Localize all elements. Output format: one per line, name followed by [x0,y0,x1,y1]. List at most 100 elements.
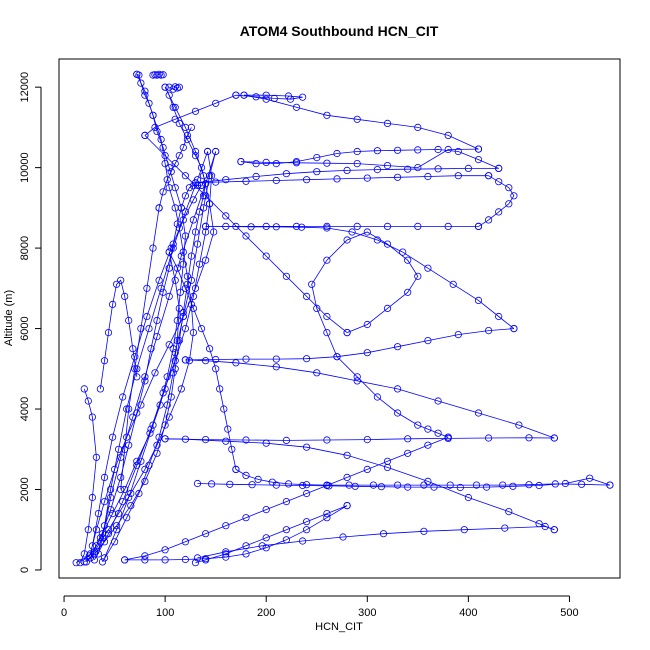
data-point [313,154,321,162]
series-line [89,184,202,559]
data-point [133,409,141,417]
data-point [323,481,331,490]
data-point [414,421,422,429]
data-point [88,413,97,421]
series-line [104,151,217,559]
data-point [137,79,145,87]
data-point [202,180,210,188]
data-point [292,159,301,167]
data-point [424,441,432,449]
data-point [404,288,412,296]
data-point [247,223,255,231]
data-point [202,357,210,365]
data-point [242,232,250,240]
data-point [550,434,558,442]
data-point [92,453,101,461]
data-point [472,481,481,489]
data-point [206,172,214,180]
data-point [282,436,290,444]
data-point [141,373,149,381]
data-point [153,449,161,457]
data-point [298,537,307,545]
data-point [252,172,260,181]
data-point [323,328,331,337]
data-point [254,475,262,483]
data-point [252,160,260,168]
data-point [286,95,295,103]
data-point [121,556,129,564]
data-point [292,222,301,230]
data-point [202,435,210,444]
data-point [302,489,311,498]
data-point [270,94,278,103]
data-point [165,292,173,300]
data-point [484,434,493,442]
data-point [343,166,351,174]
data-point [414,222,422,230]
data-point [242,542,250,550]
data-point [373,166,381,174]
data-point [232,465,240,473]
data-point [363,465,371,473]
data-point [222,437,230,445]
data-point [454,147,462,156]
y-tick-label: 6000 [19,316,31,340]
data-point [449,280,457,288]
data-point [177,204,185,212]
data-point [460,526,468,534]
data-point [157,284,165,292]
data-point [109,300,117,308]
data-point [169,244,177,252]
data-point [187,123,195,132]
data-point [353,373,361,381]
series-group [155,123,195,212]
data-point [535,481,543,490]
series-group [191,172,493,187]
data-point [202,556,210,564]
series-line [478,175,515,227]
data-point [135,489,143,498]
data-point [181,356,189,364]
series-line [235,469,610,486]
data-point [212,99,220,107]
data-point [183,272,191,280]
series-group [240,91,483,153]
series-line [311,231,449,438]
data-point [145,99,153,107]
data-point [131,353,139,361]
data-point [88,542,97,550]
data-point [302,176,311,184]
data-point [272,223,280,231]
data-point [167,244,175,252]
data-point [302,481,311,489]
data-point [165,248,173,256]
data-point [173,264,181,272]
series-line [243,94,479,150]
series-group [121,501,351,564]
data-point [404,483,412,491]
data-point [495,312,503,321]
data-point [165,413,173,421]
data-point [343,236,351,244]
data-point [133,461,141,469]
data-point [444,222,452,230]
data-point [153,316,161,325]
data-point [189,304,197,312]
data-point [165,184,173,192]
data-point [107,493,115,502]
data-point [141,87,149,95]
data-point [393,173,402,181]
data-point [193,240,202,248]
data-point [80,558,88,566]
data-point [76,559,84,567]
data-point [363,228,371,236]
data-point [175,152,183,160]
plot-frame [58,58,621,579]
series-line [79,388,97,563]
data-point [474,222,483,230]
y-tick-label: 2000 [19,477,31,501]
series-group [76,385,101,567]
data-point [222,212,230,220]
data-point [298,481,307,490]
data-point [149,111,157,119]
